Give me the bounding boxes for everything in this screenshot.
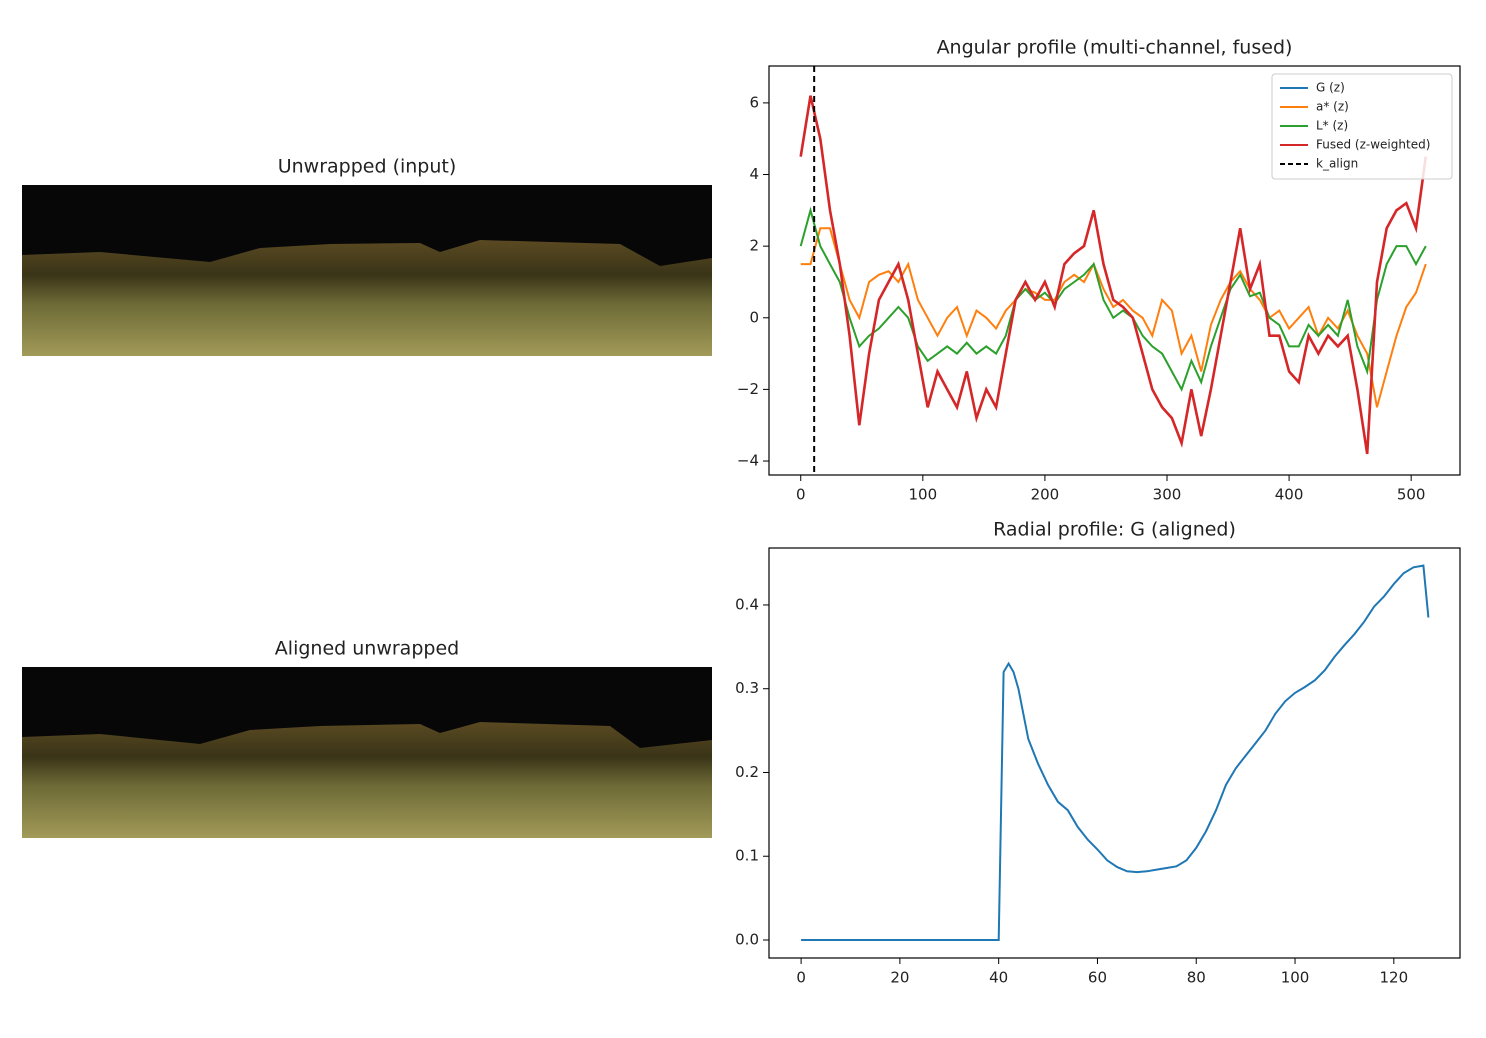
x-tick-label: 100 [909, 486, 938, 504]
y-tick-label: 0.4 [735, 595, 759, 613]
image-title: Aligned unwrapped [275, 638, 459, 660]
image-panel [22, 185, 712, 356]
x-tick-label: 0 [796, 486, 806, 504]
legend-label: L* (z) [1316, 119, 1348, 133]
y-tick-label: 0.2 [735, 763, 759, 781]
x-tick-label: 120 [1379, 969, 1408, 987]
y-tick-label: 6 [749, 93, 759, 111]
legend-box [1271, 73, 1453, 180]
image-panel [22, 667, 712, 838]
x-tick-label: 300 [1153, 486, 1182, 504]
y-tick-label: 0.1 [735, 847, 759, 865]
x-tick-label: 0 [796, 969, 806, 987]
x-tick-label: 100 [1281, 969, 1310, 987]
y-tick-label: 4 [749, 165, 759, 183]
plot-frame [768, 65, 1461, 476]
chart-title: Radial profile: G (aligned) [993, 519, 1236, 541]
legend-label: a* (z) [1316, 100, 1349, 114]
legend-label: G (z) [1316, 81, 1345, 95]
y-tick-label: −4 [737, 452, 759, 470]
x-tick-label: 500 [1397, 486, 1426, 504]
y-tick-label: 0.3 [735, 679, 759, 697]
y-tick-label: −2 [737, 380, 759, 398]
series-line [799, 206, 1427, 392]
series-line [800, 227, 1427, 408]
y-tick-label: 0.0 [735, 930, 759, 948]
legend-label: Fused (z-weighted) [1316, 138, 1430, 152]
series-line [799, 95, 1428, 455]
x-tick-label: 400 [1275, 486, 1304, 504]
y-tick-label: 0 [749, 308, 759, 326]
x-tick-label: 60 [1088, 969, 1107, 987]
x-tick-label: 40 [989, 969, 1008, 987]
x-tick-label: 200 [1031, 486, 1060, 504]
chart-title: Angular profile (multi-channel, fused) [937, 37, 1293, 59]
series-line [801, 564, 1430, 941]
x-tick-label: 20 [890, 969, 909, 987]
plot-frame [768, 547, 1461, 959]
y-tick-label: 2 [749, 237, 759, 255]
legend-label: k_align [1316, 157, 1358, 171]
image-title: Unwrapped (input) [278, 156, 457, 178]
x-tick-label: 80 [1187, 969, 1206, 987]
